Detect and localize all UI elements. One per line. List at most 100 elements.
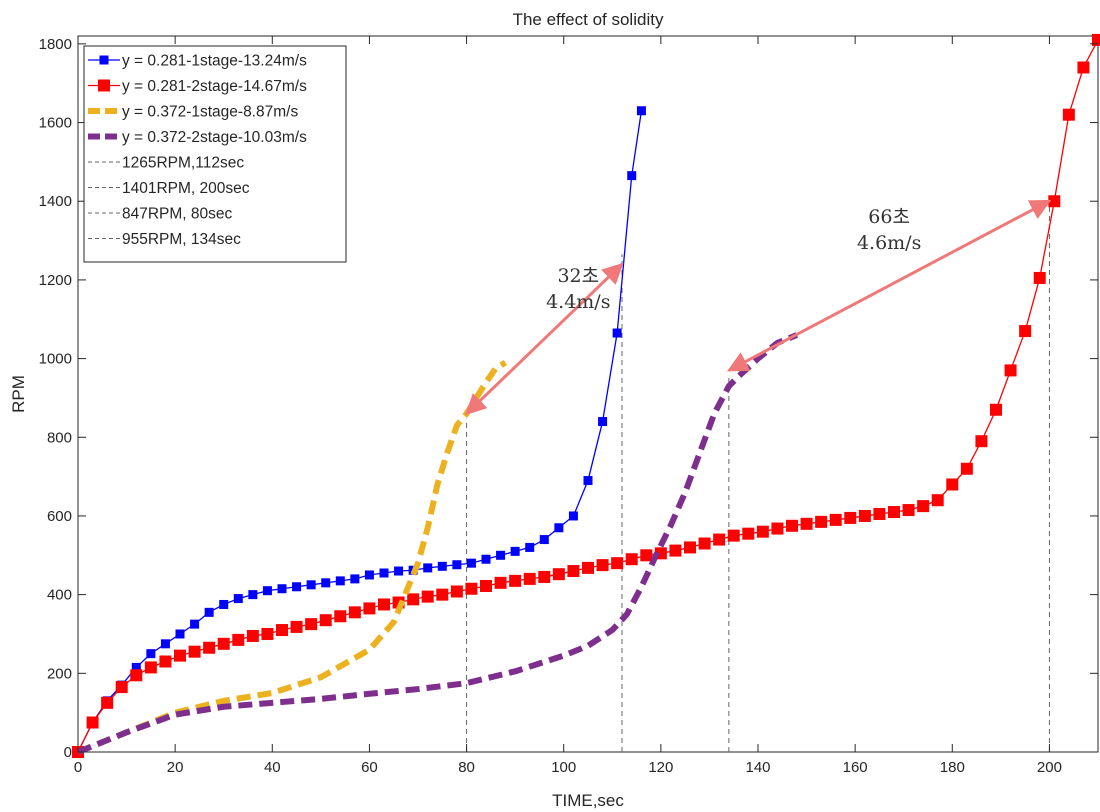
data-point-marker (815, 515, 828, 528)
data-point-marker (378, 598, 390, 611)
annotation-speed-label: 4.6m/s (857, 232, 921, 254)
data-point-marker (306, 580, 316, 590)
y-tick-label: 200 (47, 665, 72, 682)
data-point-marker (552, 568, 565, 581)
data-point-marker (494, 576, 507, 589)
data-point-marker (756, 525, 769, 538)
legend-label: y = 0.281-1stage-13.24m/s (122, 53, 307, 70)
data-point-marker (960, 462, 973, 475)
data-point-marker (350, 574, 360, 584)
legend-entry: y = 0.372-2stage-10.03m/s (88, 129, 307, 146)
data-point-marker (858, 509, 871, 522)
data-point-marker (436, 588, 449, 601)
data-point-marker (290, 620, 303, 633)
data-point-marker (611, 557, 624, 570)
data-point-marker (248, 590, 258, 600)
data-point-marker (612, 328, 622, 338)
data-point-marker (567, 565, 580, 578)
data-point-marker (204, 607, 214, 617)
legend-label: 1265RPM,112sec (122, 155, 244, 172)
data-point-marker (625, 553, 638, 566)
series-line (77, 110, 643, 753)
data-point-marker (261, 627, 274, 640)
y-tick-label: 1400 (39, 193, 72, 210)
data-point-marker (698, 537, 711, 550)
annotation-speed-label: 4.4m/s (546, 291, 610, 313)
data-point-marker (727, 529, 740, 542)
data-point-marker (1077, 61, 1090, 74)
legend-label: 955RPM, 134sec (122, 231, 241, 248)
data-point-marker (525, 542, 535, 552)
legend-label: y = 0.372-1stage-8.87m/s (122, 104, 298, 121)
y-axis-label: RPM (9, 375, 28, 413)
data-point-marker (115, 681, 128, 694)
series-layer (72, 33, 1100, 758)
data-point-marker (1004, 364, 1017, 377)
data-point-marker (1048, 195, 1061, 208)
data-point-marker (450, 585, 463, 598)
data-point-marker (305, 618, 318, 631)
data-point-marker (990, 403, 1002, 416)
data-point-marker (538, 570, 551, 583)
data-point-marker (509, 574, 522, 587)
data-point-marker (321, 578, 331, 588)
x-tick-label: 80 (458, 759, 475, 776)
data-point-marker (452, 560, 462, 570)
data-point-marker (1092, 33, 1100, 46)
legend-label: 1401RPM, 200sec (122, 180, 250, 197)
data-point-marker (146, 649, 156, 659)
legend-entry: y = 0.281-2stage-14.67m/s (88, 78, 307, 95)
data-point-marker (86, 716, 99, 729)
data-point-marker (539, 535, 549, 545)
data-point-marker (1033, 271, 1046, 284)
data-point-marker (684, 541, 696, 554)
x-tick-label: 200 (1037, 759, 1062, 776)
series-4 (76, 332, 798, 755)
data-point-marker (465, 582, 478, 595)
data-point-marker (348, 606, 361, 619)
data-point-marker (437, 561, 447, 571)
data-point-marker (159, 655, 172, 668)
data-point-marker (829, 513, 842, 526)
data-point-marker (902, 504, 915, 517)
data-point-marker (598, 417, 608, 427)
data-point-marker (640, 549, 653, 562)
data-point-marker (233, 594, 243, 604)
data-point-marker (203, 641, 216, 654)
data-point-marker (131, 662, 141, 672)
data-point-marker (496, 550, 506, 560)
data-point-marker (800, 517, 813, 530)
data-point-marker (771, 522, 784, 535)
legend-entry: 955RPM, 134sec (88, 231, 241, 248)
data-point-marker (130, 669, 143, 682)
annotation-arrow (465, 262, 624, 416)
data-point-marker (786, 519, 798, 532)
x-tick-label: 120 (648, 759, 673, 776)
data-point-marker (217, 637, 230, 650)
x-tick-label: 160 (843, 759, 868, 776)
y-tick-label: 400 (47, 587, 72, 604)
data-point-marker (636, 106, 646, 116)
data-point-marker (188, 645, 201, 658)
legend-entry: 1401RPM, 200sec (88, 180, 250, 197)
data-point-marker (232, 633, 245, 646)
data-point-marker (379, 568, 389, 578)
data-point-marker (175, 629, 185, 639)
annotation-arrow (727, 199, 1052, 372)
data-point-marker (292, 582, 302, 592)
y-tick-label: 1200 (39, 272, 72, 289)
data-point-marker (946, 478, 959, 491)
data-point-marker (1062, 108, 1075, 121)
legend-entry: y = 0.372-1stage-8.87m/s (88, 104, 298, 121)
legend: y = 0.281-1stage-13.24m/s y = 0.281-2stag… (83, 45, 347, 263)
data-point-marker (101, 696, 114, 709)
legend-entry: y = 0.281-1stage-13.24m/s (88, 53, 307, 70)
data-point-marker (466, 558, 476, 568)
y-tick-label: 1600 (39, 115, 72, 132)
x-tick-label: 60 (361, 759, 378, 776)
data-point-marker (319, 614, 332, 627)
y-tick-label: 1000 (39, 351, 72, 368)
data-point-marker (917, 500, 930, 513)
x-axis-label: TIME,sec (552, 791, 624, 810)
